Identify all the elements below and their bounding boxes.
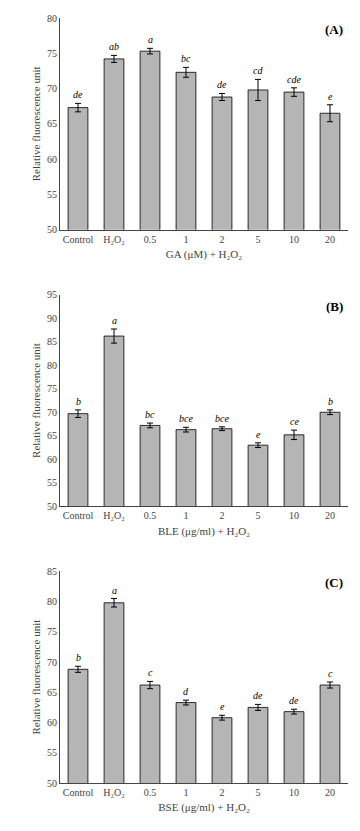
- svg-text:80: 80: [47, 13, 57, 24]
- svg-text:70: 70: [47, 407, 57, 418]
- svg-text:0.5: 0.5: [144, 510, 157, 521]
- svg-text:50: 50: [47, 778, 57, 789]
- svg-text:GA (μM) + H₂O₂: GA (μM) + H₂O₂: [166, 248, 242, 261]
- svg-text:10: 10: [289, 234, 299, 245]
- svg-text:H₂O₂: H₂O₂: [103, 787, 124, 798]
- svg-text:d: d: [183, 686, 189, 697]
- svg-text:75: 75: [47, 48, 57, 59]
- svg-text:2: 2: [220, 510, 225, 521]
- svg-text:(C): (C): [325, 575, 343, 590]
- svg-text:de: de: [253, 690, 263, 701]
- svg-text:a: a: [112, 585, 117, 596]
- svg-text:cde: cde: [287, 74, 301, 85]
- svg-text:b: b: [76, 652, 81, 663]
- svg-text:75: 75: [47, 383, 57, 394]
- svg-text:c: c: [148, 667, 153, 678]
- svg-text:Control: Control: [63, 787, 94, 798]
- svg-text:e: e: [256, 429, 261, 440]
- svg-text:cd: cd: [253, 65, 263, 76]
- svg-text:90: 90: [47, 313, 57, 324]
- svg-text:50: 50: [47, 224, 57, 235]
- svg-text:ce: ce: [290, 416, 299, 427]
- svg-text:a: a: [112, 315, 117, 326]
- svg-text:Control: Control: [63, 234, 94, 245]
- svg-text:de: de: [73, 89, 83, 100]
- svg-text:20: 20: [325, 510, 335, 521]
- svg-text:2: 2: [220, 234, 225, 245]
- svg-text:bc: bc: [181, 53, 191, 64]
- svg-text:bce: bce: [215, 413, 229, 424]
- svg-text:H₂O₂: H₂O₂: [103, 234, 124, 245]
- svg-text:(B): (B): [326, 299, 343, 314]
- svg-text:(A): (A): [325, 22, 343, 37]
- svg-text:bc: bc: [145, 409, 155, 420]
- svg-text:5: 5: [256, 234, 261, 245]
- svg-text:65: 65: [47, 118, 57, 129]
- svg-text:85: 85: [47, 336, 57, 347]
- svg-text:a: a: [148, 34, 153, 45]
- svg-text:e: e: [328, 91, 333, 102]
- svg-text:10: 10: [289, 787, 299, 798]
- svg-text:75: 75: [47, 626, 57, 637]
- svg-text:70: 70: [47, 83, 57, 94]
- svg-text:de: de: [289, 695, 299, 706]
- svg-text:1: 1: [184, 234, 189, 245]
- svg-text:60: 60: [47, 154, 57, 165]
- svg-text:55: 55: [47, 747, 57, 758]
- svg-text:bce: bce: [179, 413, 193, 424]
- svg-text:10: 10: [289, 510, 299, 521]
- svg-text:Control: Control: [63, 510, 94, 521]
- svg-text:60: 60: [47, 717, 57, 728]
- svg-text:85: 85: [47, 566, 57, 577]
- svg-text:ab: ab: [109, 41, 119, 52]
- svg-text:2: 2: [220, 787, 225, 798]
- svg-text:5: 5: [256, 510, 261, 521]
- svg-text:20: 20: [325, 234, 335, 245]
- svg-text:Relative fluorescence unit: Relative fluorescence unit: [30, 66, 42, 181]
- svg-text:65: 65: [47, 687, 57, 698]
- svg-text:1: 1: [184, 510, 189, 521]
- svg-text:20: 20: [325, 787, 335, 798]
- svg-text:Relative fluorescence unit: Relative fluorescence unit: [30, 620, 42, 735]
- svg-text:e: e: [220, 701, 225, 712]
- svg-text:5: 5: [256, 787, 261, 798]
- svg-text:60: 60: [47, 454, 57, 465]
- svg-text:55: 55: [47, 477, 57, 488]
- svg-text:b: b: [328, 396, 333, 407]
- svg-text:0.5: 0.5: [144, 787, 157, 798]
- svg-text:80: 80: [47, 360, 57, 371]
- svg-text:de: de: [217, 79, 227, 90]
- svg-text:65: 65: [47, 430, 57, 441]
- svg-text:b: b: [76, 396, 81, 407]
- svg-text:95: 95: [47, 289, 57, 300]
- svg-text:H₂O₂: H₂O₂: [103, 510, 124, 521]
- svg-text:c: c: [328, 668, 333, 679]
- svg-text:80: 80: [47, 596, 57, 607]
- svg-text:1: 1: [184, 787, 189, 798]
- svg-text:Relative fluorescence unit: Relative fluorescence unit: [30, 343, 42, 458]
- svg-text:50: 50: [47, 501, 57, 512]
- svg-text:0.5: 0.5: [144, 234, 157, 245]
- svg-text:70: 70: [47, 657, 57, 668]
- svg-text:BLE (μg/ml) + H₂O₂: BLE (μg/ml) + H₂O₂: [158, 525, 250, 538]
- svg-text:BSE (μg/ml) + H₂O₂: BSE (μg/ml) + H₂O₂: [158, 801, 250, 814]
- svg-text:55: 55: [47, 189, 57, 200]
